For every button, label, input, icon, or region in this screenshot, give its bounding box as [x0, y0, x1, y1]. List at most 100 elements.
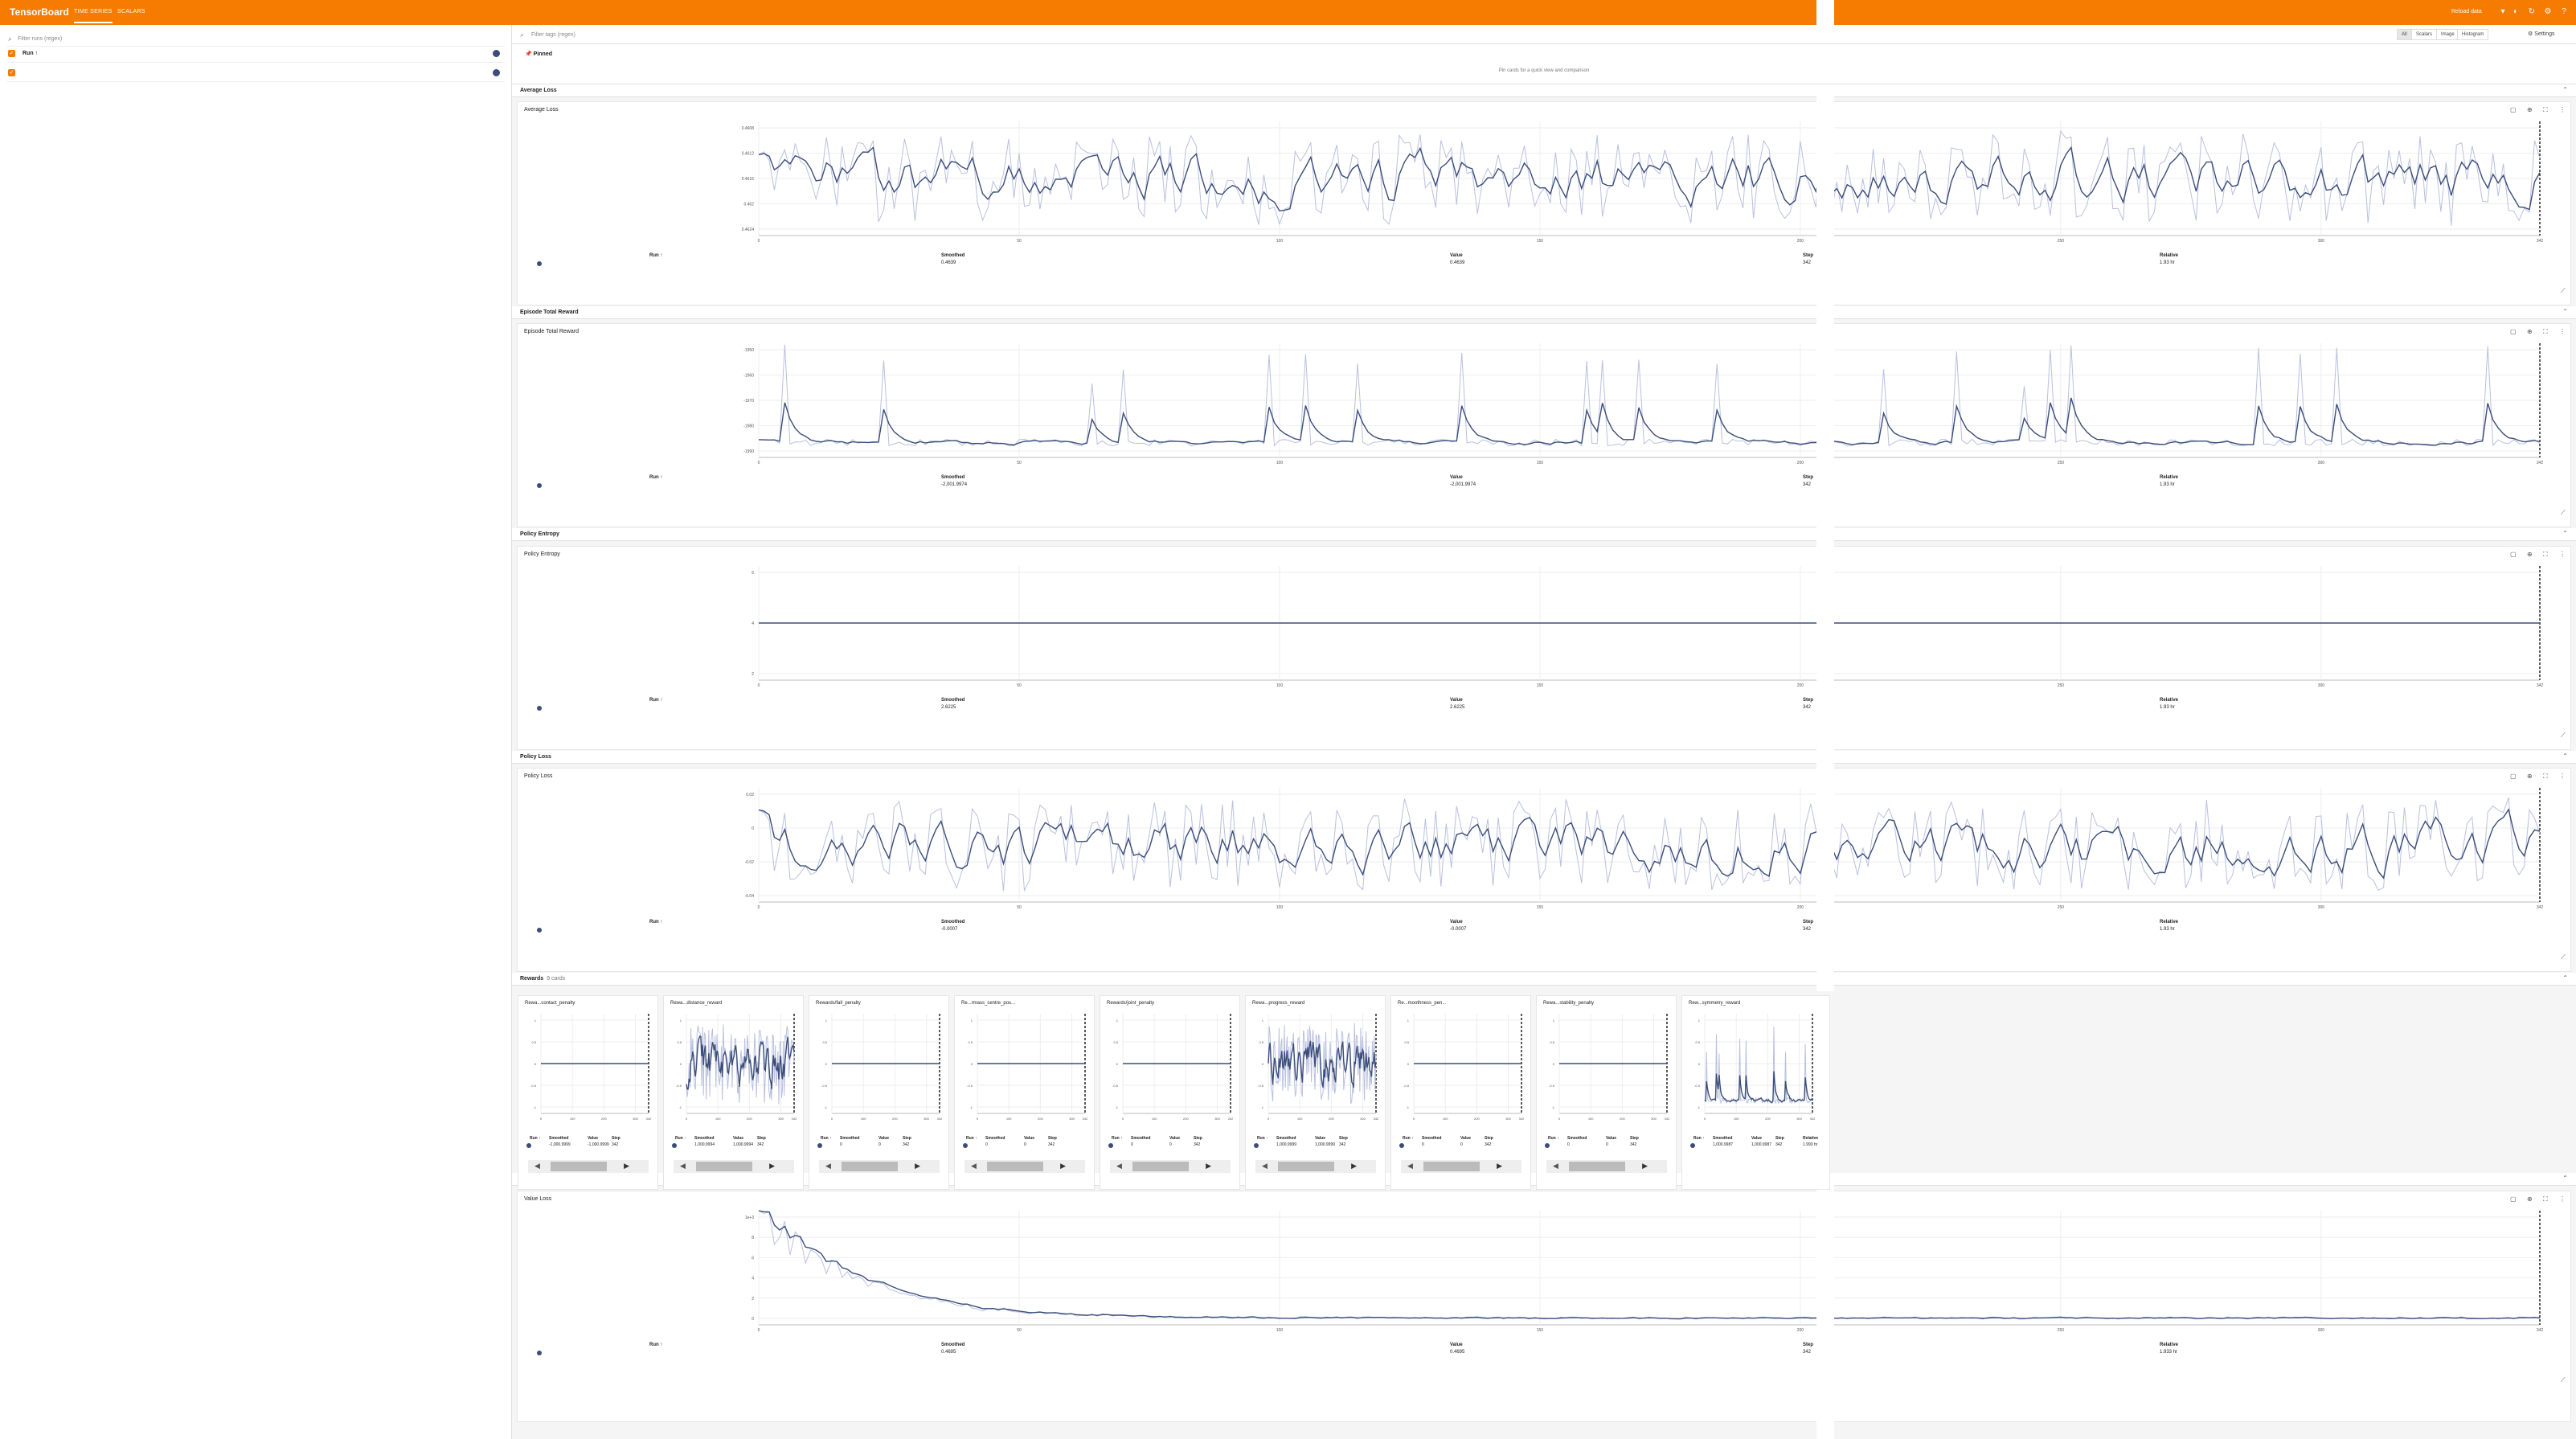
expand-icon[interactable]: ⛶ — [2543, 773, 2548, 780]
chevron-up-icon[interactable]: ⌃ — [2562, 752, 2568, 760]
next-icon[interactable]: ▶ — [624, 1162, 629, 1170]
next-icon[interactable]: ▶ — [915, 1162, 920, 1170]
group-header[interactable]: Average Loss ⌃ — [512, 84, 2576, 97]
reload-select[interactable]: Reload data — [2451, 9, 2482, 14]
previous-icon[interactable]: ◀ — [534, 1162, 540, 1170]
legend-header-run[interactable]: Run ↑ — [530, 1136, 541, 1141]
expand-icon[interactable]: ⛶ — [2543, 106, 2548, 113]
scroll-thumb[interactable] — [696, 1162, 752, 1171]
resize-handle-icon[interactable]: ⟋ — [2561, 1376, 2566, 1384]
pin-icon[interactable]: ⊕ — [2527, 106, 2533, 113]
group-header[interactable]: Rewards 9 cards ⌃ — [512, 973, 2576, 986]
group-header[interactable]: Policy Entropy ⌃ — [512, 528, 2576, 541]
previous-icon[interactable]: ◀ — [1116, 1162, 1122, 1170]
previous-icon[interactable]: ◀ — [1553, 1162, 1558, 1170]
legend-value-value: 0.4639 — [1450, 260, 1465, 265]
pin-icon[interactable]: ⊕ — [2527, 1195, 2533, 1203]
next-icon[interactable]: ▶ — [1351, 1162, 1357, 1170]
palette-icon[interactable] — [493, 50, 500, 57]
scroll-thumb[interactable] — [1278, 1162, 1334, 1171]
scroll-thumb[interactable] — [987, 1162, 1043, 1171]
tag-filter-input[interactable]: Filter tags (regex) — [531, 32, 575, 38]
run-row[interactable]: ✓ — [6, 66, 505, 82]
legend-header-run[interactable]: Run ↑ — [821, 1136, 832, 1141]
tab-time-series[interactable]: TIME SERIES — [74, 9, 113, 23]
next-icon[interactable]: ▶ — [1642, 1162, 1648, 1170]
chevron-up-icon[interactable]: ⌃ — [2562, 974, 2568, 982]
runs-filter[interactable]: ⌕ Filter runs (regex) — [6, 32, 505, 47]
scroll-thumb[interactable] — [842, 1162, 898, 1171]
group-header[interactable]: Policy Loss ⌃ — [512, 751, 2576, 764]
resize-handle-icon[interactable]: ⟋ — [2561, 509, 2566, 516]
filter-scalars-button[interactable]: Scalars — [2411, 29, 2438, 40]
filter-image-button[interactable]: Image — [2436, 29, 2459, 40]
more-icon[interactable]: ⋮ — [2559, 1195, 2566, 1203]
previous-icon[interactable]: ◀ — [680, 1162, 686, 1170]
previous-icon[interactable]: ◀ — [825, 1162, 831, 1170]
run-column-header[interactable]: Run ↑ — [23, 51, 39, 56]
legend-header-run[interactable]: Run ↑ — [966, 1136, 977, 1141]
scroll-thumb[interactable] — [1569, 1162, 1625, 1171]
legend-smoothed-value: 0 — [840, 1142, 842, 1147]
fullscreen-icon[interactable]: ▢ — [2510, 773, 2517, 780]
refresh-icon[interactable]: ↻ — [2528, 7, 2536, 16]
filter-all-button[interactable]: All — [2397, 29, 2412, 40]
legend-header-run[interactable]: Run ↑ — [1693, 1136, 1705, 1141]
help-icon[interactable]: ? — [2562, 7, 2566, 16]
chevron-up-icon[interactable]: ⌃ — [2562, 1175, 2568, 1182]
scalar-card: Episode Total Reward ▢ ⊕ ⛶ ⋮ -1950 -1960 -1970-… — [517, 323, 2571, 527]
previous-icon[interactable]: ◀ — [1407, 1162, 1413, 1170]
legend-header-run[interactable]: Run ↑ — [675, 1136, 686, 1141]
legend-header-run[interactable]: Run ↑ — [1257, 1136, 1268, 1141]
scroll-thumb[interactable] — [551, 1162, 607, 1171]
next-icon[interactable]: ▶ — [1060, 1162, 1066, 1170]
resize-handle-icon[interactable]: ⟋ — [2561, 953, 2566, 961]
scroll-thumb[interactable] — [1132, 1162, 1189, 1171]
expand-icon[interactable]: ⛶ — [2543, 551, 2548, 558]
fullscreen-icon[interactable]: ▢ — [2510, 1195, 2517, 1203]
legend-header-run[interactable]: Run ↑ — [1112, 1136, 1123, 1141]
previous-icon[interactable]: ◀ — [971, 1162, 977, 1170]
legend-header-run[interactable]: Run ↑ — [649, 475, 663, 480]
legend-header-run[interactable]: Run ↑ — [649, 698, 663, 703]
expand-icon[interactable]: ⛶ — [2543, 328, 2548, 335]
fullscreen-icon[interactable]: ▢ — [2510, 328, 2517, 335]
fullscreen-icon[interactable]: ▢ — [2510, 551, 2517, 558]
more-icon[interactable]: ⋮ — [2559, 328, 2566, 335]
fullscreen-icon[interactable]: ▢ — [2510, 106, 2517, 113]
run-color-swatch[interactable] — [493, 69, 500, 76]
chevron-down-icon[interactable]: ▾ — [2500, 7, 2505, 16]
run-checkbox[interactable]: ✓ — [8, 69, 15, 76]
legend-header-value: Value — [1169, 1136, 1181, 1141]
legend-header-run[interactable]: Run ↑ — [649, 1343, 663, 1347]
next-icon[interactable]: ▶ — [769, 1162, 775, 1170]
chevron-up-icon[interactable]: ⌃ — [2562, 86, 2568, 93]
legend-header-run[interactable]: Run ↑ — [649, 253, 663, 258]
previous-icon[interactable]: ◀ — [1262, 1162, 1268, 1170]
scroll-thumb[interactable] — [1423, 1162, 1480, 1171]
more-icon[interactable]: ⋮ — [2559, 773, 2566, 780]
resize-handle-icon[interactable]: ⟋ — [2561, 287, 2566, 294]
gear-icon[interactable]: ⚙ — [2544, 7, 2552, 16]
chevron-up-icon[interactable]: ⌃ — [2562, 308, 2568, 315]
tab-scalars[interactable]: SCALARS — [117, 9, 145, 14]
chevron-up-icon[interactable]: ⌃ — [2562, 530, 2568, 537]
legend-header-run[interactable]: Run ↑ — [649, 920, 663, 924]
pin-icon[interactable]: ⊕ — [2527, 773, 2533, 780]
more-icon[interactable]: ⋮ — [2559, 551, 2566, 558]
resize-handle-icon[interactable]: ⟋ — [2561, 732, 2566, 739]
legend-header-run[interactable]: Run ↑ — [1403, 1136, 1414, 1141]
filter-histogram-button[interactable]: Histogram — [2457, 29, 2489, 40]
dark-mode-icon[interactable]: ◐ — [2513, 7, 2519, 16]
x-tick-label: 342 — [1228, 1117, 1234, 1121]
pin-icon[interactable]: ⊕ — [2527, 328, 2533, 335]
select-all-checkbox[interactable]: ✓ — [8, 50, 15, 57]
settings-button[interactable]: ⚙ Settings — [2528, 31, 2555, 37]
next-icon[interactable]: ▶ — [1497, 1162, 1502, 1170]
legend-header-run[interactable]: Run ↑ — [1548, 1136, 1559, 1141]
pin-icon[interactable]: ⊕ — [2527, 551, 2533, 558]
more-icon[interactable]: ⋮ — [2559, 106, 2566, 113]
next-icon[interactable]: ▶ — [1206, 1162, 1211, 1170]
expand-icon[interactable]: ⛶ — [2543, 1195, 2548, 1203]
group-header[interactable]: Episode Total Reward ⌃ — [512, 306, 2576, 319]
